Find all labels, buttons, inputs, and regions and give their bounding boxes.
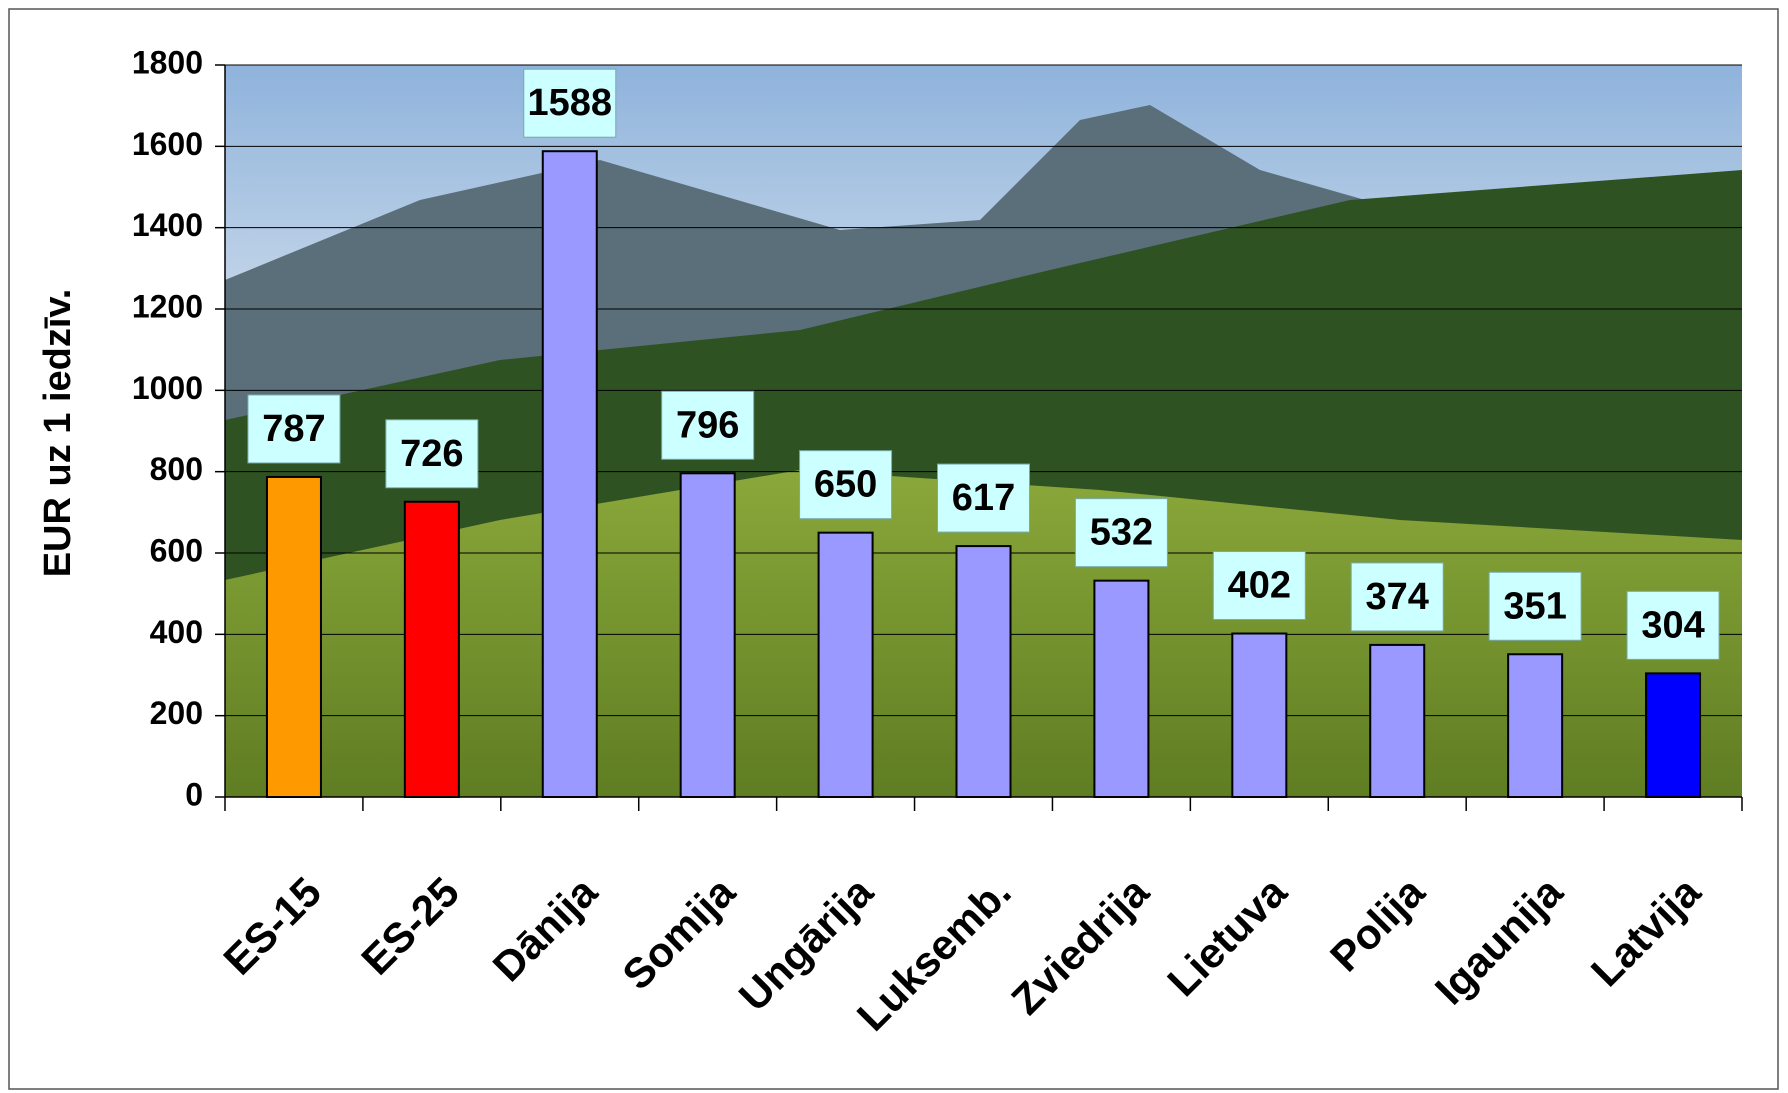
value-label-box xyxy=(1212,551,1306,621)
value-label-box xyxy=(1074,498,1168,568)
y-tick-label: 1000 xyxy=(132,370,203,406)
value-label-box xyxy=(523,68,617,138)
y-tick-label: 400 xyxy=(150,614,203,650)
value-label: 1588 xyxy=(527,82,612,124)
value-label-box xyxy=(799,450,893,520)
value-label-box xyxy=(1626,590,1720,660)
y-tick-label: 800 xyxy=(150,451,203,487)
value-label: 796 xyxy=(676,404,739,446)
value-label-box xyxy=(661,390,755,460)
y-tick-label: 1600 xyxy=(132,126,203,162)
y-tick-label: 1400 xyxy=(132,207,203,243)
bar xyxy=(265,475,322,798)
bar xyxy=(541,150,598,799)
value-label: 650 xyxy=(814,464,877,506)
bar xyxy=(679,472,736,798)
value-label: 617 xyxy=(952,477,1015,519)
y-tick-label: 1200 xyxy=(132,288,203,324)
y-tick-label: 1800 xyxy=(132,44,203,80)
value-label: 374 xyxy=(1366,576,1429,618)
value-label-box xyxy=(385,419,479,489)
y-axis-label: EUR uz 1 iedzīv. xyxy=(37,289,79,578)
bar xyxy=(1093,579,1150,798)
bar xyxy=(1231,632,1288,799)
value-label-box xyxy=(247,394,341,464)
value-label: 351 xyxy=(1503,585,1566,627)
value-label-box xyxy=(1488,571,1582,641)
bar xyxy=(1507,653,1564,799)
y-tick-label: 0 xyxy=(185,776,203,812)
value-label-box xyxy=(1350,562,1444,632)
value-label: 726 xyxy=(400,433,463,475)
value-label: 532 xyxy=(1090,512,1153,554)
bar xyxy=(1645,672,1702,799)
value-label: 787 xyxy=(262,408,325,450)
y-tick-label: 200 xyxy=(150,695,203,731)
value-label-box xyxy=(937,463,1030,533)
value-label: 304 xyxy=(1641,604,1704,646)
bar xyxy=(817,531,874,799)
y-tick-label: 600 xyxy=(150,532,203,568)
value-label: 402 xyxy=(1228,565,1291,607)
bar xyxy=(955,545,1012,798)
bar xyxy=(403,500,460,798)
bar xyxy=(1369,643,1426,799)
